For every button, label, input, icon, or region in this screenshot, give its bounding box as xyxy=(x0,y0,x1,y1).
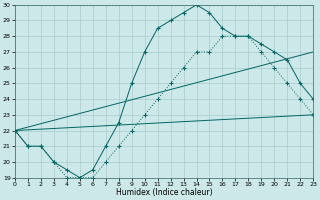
X-axis label: Humidex (Indice chaleur): Humidex (Indice chaleur) xyxy=(116,188,212,197)
